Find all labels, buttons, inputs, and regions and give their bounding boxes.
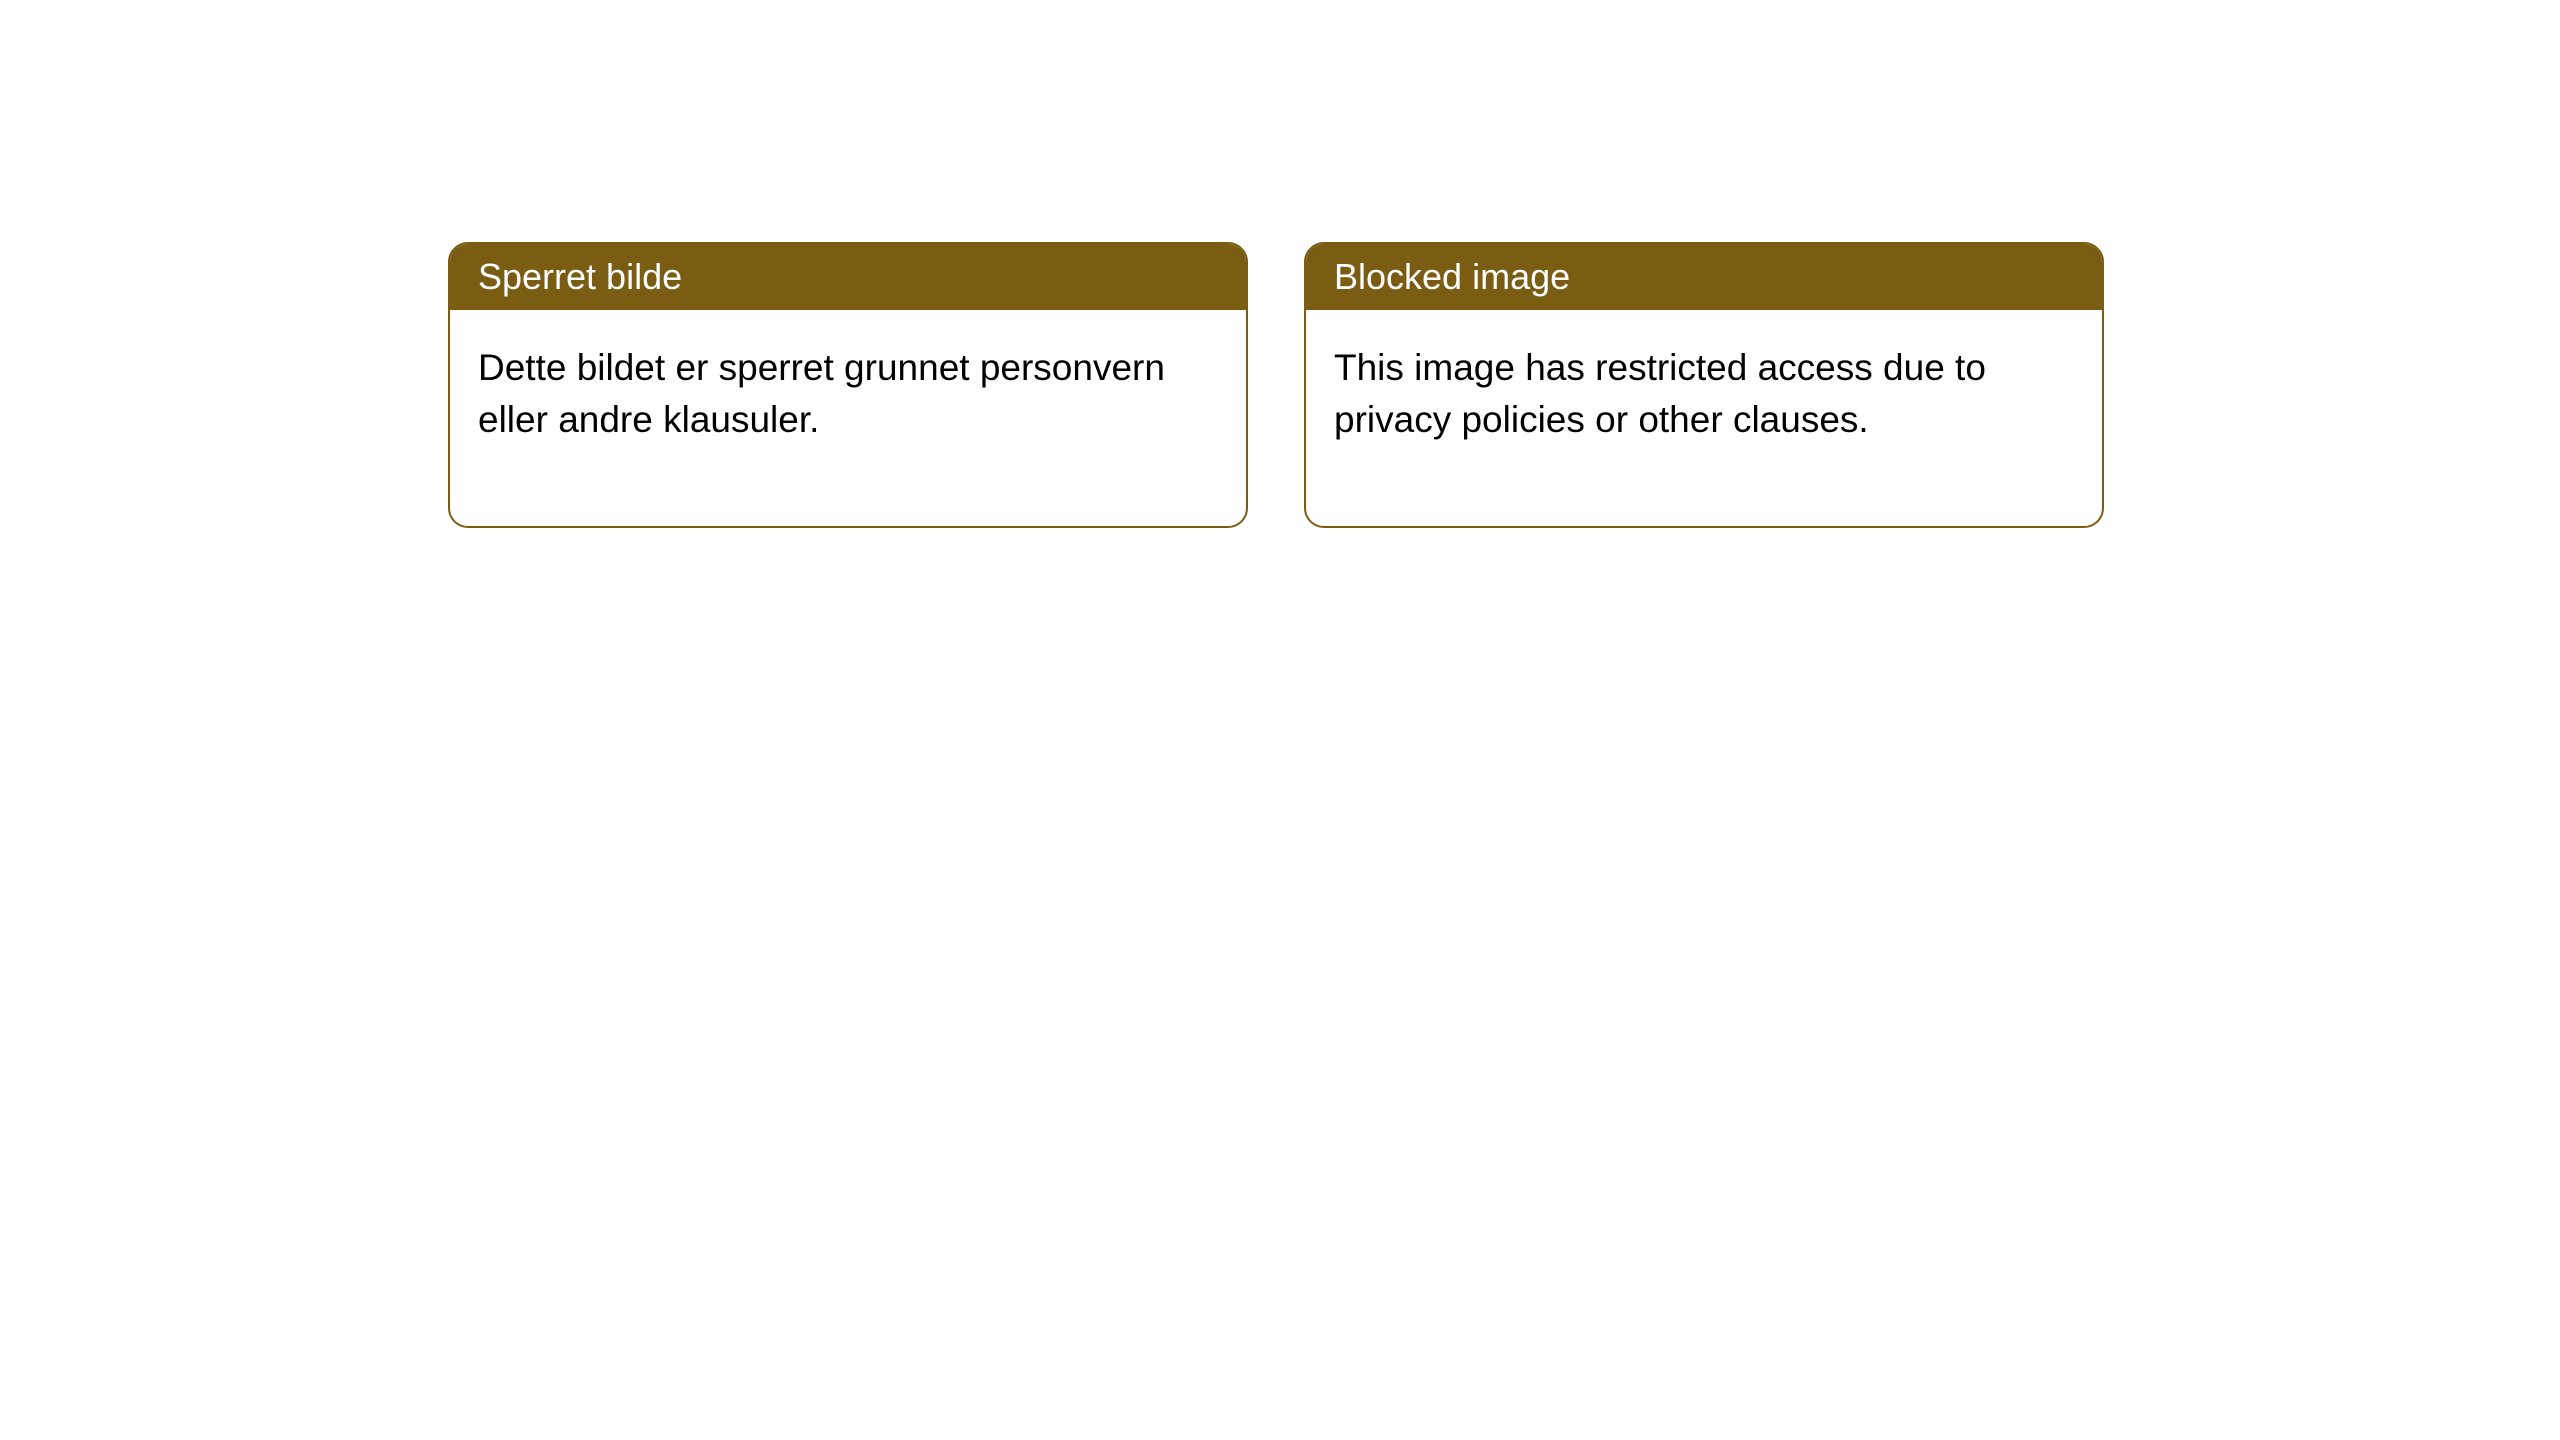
- notice-card-en: Blocked image This image has restricted …: [1304, 242, 2104, 528]
- notice-title-en: Blocked image: [1306, 244, 2102, 310]
- notice-card-no: Sperret bilde Dette bildet er sperret gr…: [448, 242, 1248, 528]
- notice-container: Sperret bilde Dette bildet er sperret gr…: [0, 0, 2560, 528]
- notice-body-en: This image has restricted access due to …: [1306, 310, 2102, 526]
- notice-body-no: Dette bildet er sperret grunnet personve…: [450, 310, 1246, 526]
- notice-title-no: Sperret bilde: [450, 244, 1246, 310]
